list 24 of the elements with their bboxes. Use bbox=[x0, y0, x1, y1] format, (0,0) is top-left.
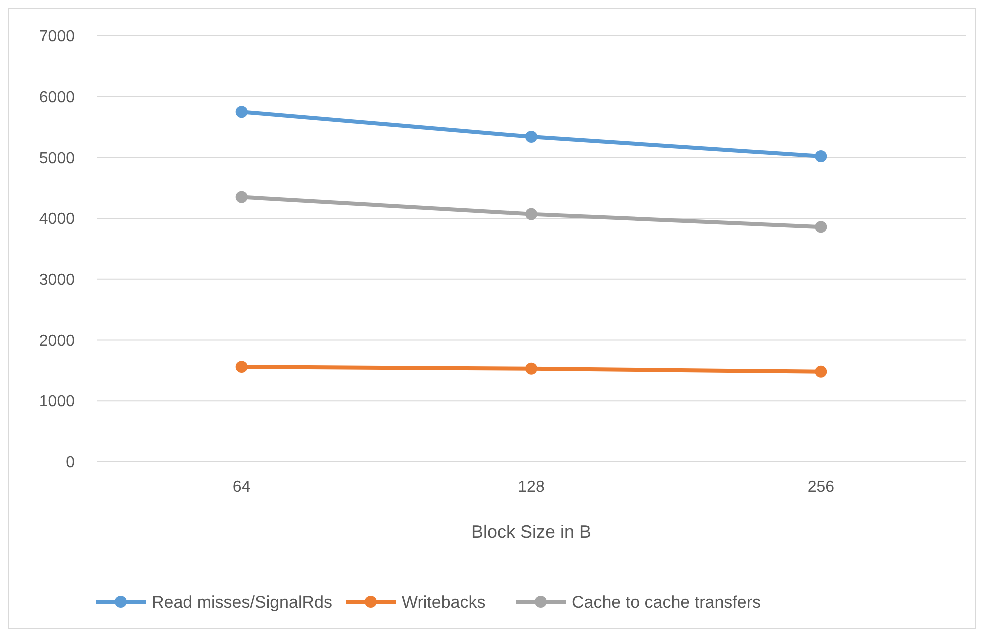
y-tick-label: 0 bbox=[66, 454, 76, 472]
x-tick-label: 256 bbox=[808, 479, 835, 496]
y-tick-label: 5000 bbox=[39, 150, 76, 168]
x-tick-label: 128 bbox=[518, 479, 545, 496]
point bbox=[526, 362, 538, 375]
y-tick-label: 1000 bbox=[39, 394, 76, 411]
y-tick-label: 6000 bbox=[39, 89, 76, 106]
y-tick-label: 4000 bbox=[39, 211, 76, 228]
legend-label: Writebacks bbox=[402, 592, 486, 612]
point bbox=[236, 361, 248, 374]
point bbox=[815, 221, 828, 234]
legend-label: Read misses/SignalRds bbox=[152, 592, 332, 612]
point bbox=[815, 150, 828, 162]
point bbox=[236, 106, 248, 118]
y-tick-label: 3000 bbox=[39, 272, 76, 290]
legend-label: Cache to cache transfers bbox=[572, 592, 761, 612]
y-tick-label: 7000 bbox=[39, 28, 76, 46]
x-axis-title: Block Size in B bbox=[471, 522, 592, 542]
point bbox=[236, 191, 248, 204]
y-tick-label: 2000 bbox=[39, 332, 76, 350]
point bbox=[815, 366, 828, 378]
point bbox=[526, 131, 538, 144]
point bbox=[526, 208, 538, 220]
x-tick-label: 64 bbox=[232, 479, 251, 496]
